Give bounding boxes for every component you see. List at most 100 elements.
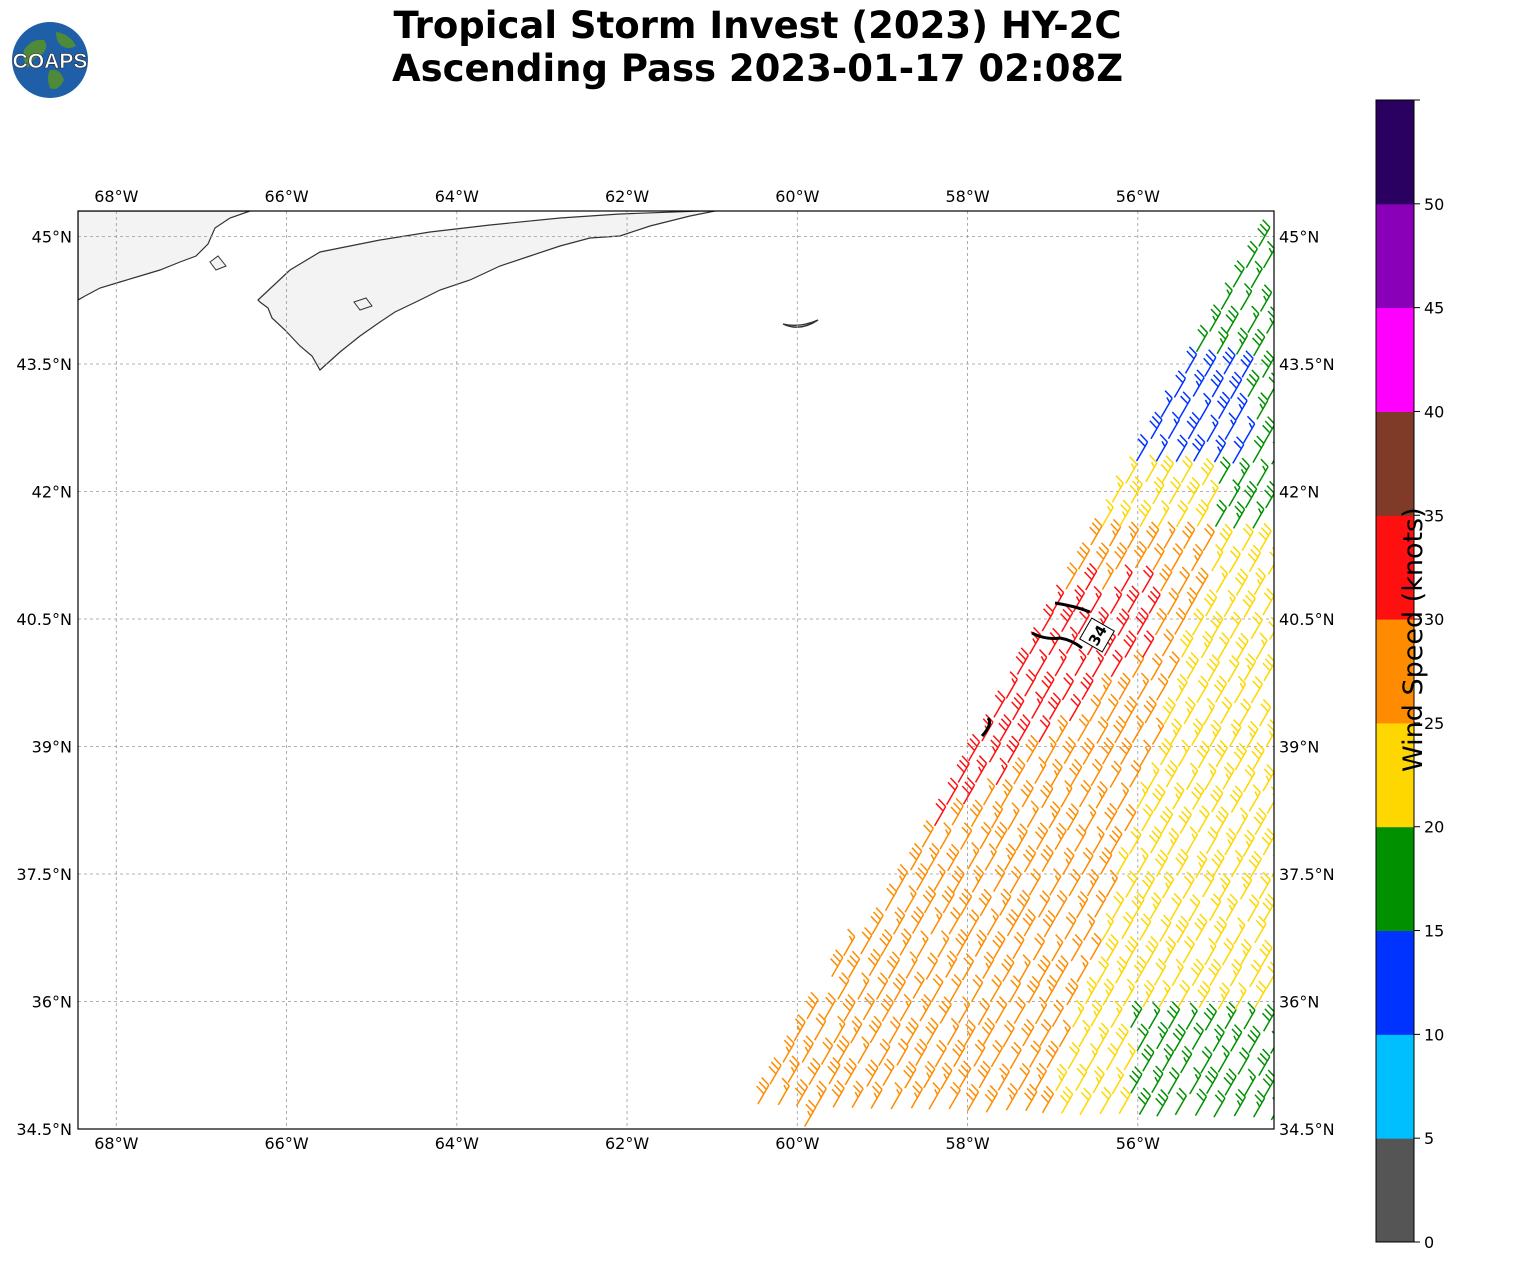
wind-barb — [1202, 869, 1215, 898]
wind-barb — [1235, 327, 1249, 355]
wind-barb — [940, 1062, 953, 1090]
colorbar-segment — [1376, 515, 1414, 620]
map-background — [78, 211, 1274, 1129]
wind-barb — [1230, 1024, 1243, 1052]
wind-barb — [1006, 735, 1020, 764]
wind-barb — [1245, 240, 1258, 269]
wind-barb — [1095, 542, 1110, 570]
wind-barb — [1213, 1090, 1226, 1118]
land-nova-scotia — [257, 211, 716, 371]
wind-barb — [1096, 716, 1109, 744]
wind-barb — [1088, 694, 1102, 722]
wind-barb — [1022, 844, 1037, 873]
wind-barb — [1064, 911, 1077, 940]
wind-barb — [970, 974, 984, 1002]
wind-barb — [957, 1060, 972, 1088]
wind-barb — [1142, 630, 1155, 658]
wind-barb — [1040, 780, 1054, 809]
lat-tick-label: 40.5°N — [1279, 610, 1335, 629]
wind-barb — [1054, 822, 1067, 851]
wind-barb — [1022, 908, 1036, 937]
wind-barb — [994, 821, 1008, 850]
wind-barb — [948, 906, 961, 935]
wind-barb — [857, 1036, 870, 1064]
wind-barb — [1234, 982, 1247, 1010]
colorbar-tick-label: 25 — [1424, 714, 1444, 733]
wind-barb — [1199, 392, 1212, 421]
wind-barb — [1080, 672, 1094, 701]
wind-barb — [1092, 826, 1105, 854]
wind-barb — [1045, 1040, 1059, 1069]
wind-barb — [912, 971, 925, 999]
wind-barb — [934, 1039, 947, 1068]
wind-barb — [989, 974, 1003, 1003]
wind-barb — [1055, 1063, 1068, 1092]
lat-tick-label: 39°N — [1279, 738, 1319, 757]
wind-barb — [952, 1039, 966, 1068]
wind-barb — [1072, 999, 1085, 1028]
wind-barb — [997, 1063, 1010, 1091]
wind-barb — [1218, 873, 1231, 901]
wind-barb — [1150, 653, 1163, 681]
wind-barb — [1233, 742, 1248, 771]
wind-barb — [1124, 935, 1139, 964]
wind-barb — [1219, 523, 1233, 552]
wind-barb — [1250, 260, 1263, 289]
wind-barb — [1074, 648, 1087, 677]
wind-barb — [1166, 827, 1180, 856]
wind-barb — [981, 1017, 996, 1046]
wind-barb — [1016, 889, 1031, 918]
wind-barb — [1250, 611, 1263, 640]
wind-barb — [1068, 693, 1082, 722]
wind-barb — [1159, 563, 1173, 592]
wind-barb — [1257, 219, 1271, 247]
wind-barb — [1256, 458, 1269, 487]
wind-barb — [969, 799, 984, 828]
chart-title: Tropical Storm Invest (2023) HY-2C Ascen… — [280, 4, 1235, 90]
contour-34kt: 34 — [980, 601, 1115, 738]
wind-barb — [1147, 761, 1160, 790]
wind-barb — [782, 1035, 795, 1063]
wind-barb — [939, 822, 952, 850]
wind-barb — [1015, 823, 1028, 851]
wind-barb — [860, 927, 873, 955]
wind-barb — [1095, 781, 1108, 809]
wind-barb — [1011, 692, 1025, 721]
wind-barb — [794, 1078, 809, 1107]
wind-barb — [836, 1035, 850, 1063]
wind-barb — [823, 992, 837, 1020]
wind-barb — [1180, 455, 1194, 484]
wind-barb — [1008, 975, 1022, 1003]
wind-barb — [1191, 1022, 1205, 1050]
wind-barb — [1261, 827, 1274, 856]
wind-barb — [965, 1083, 980, 1112]
lon-tick-label: 58°W — [945, 187, 989, 206]
wind-barb — [1234, 568, 1249, 596]
wind-barb — [1225, 893, 1238, 922]
wind-barb — [1135, 607, 1149, 635]
wind-barb — [933, 798, 947, 827]
lat-tick-label: 45°N — [32, 228, 72, 247]
wind-barb — [1200, 457, 1215, 486]
wind-barb — [1223, 1068, 1237, 1096]
wind-barb — [958, 888, 973, 916]
lon-tick-label: 64°W — [435, 187, 479, 206]
wind-barb — [830, 949, 844, 977]
wind-barb — [1137, 1087, 1152, 1116]
wind-barb — [1175, 434, 1188, 463]
wind-barb — [1034, 822, 1049, 850]
wind-barb — [1175, 673, 1188, 702]
wind-barb — [1233, 1088, 1246, 1117]
wind-barb — [998, 713, 1012, 742]
wind-barb — [1235, 392, 1248, 421]
wind-barb — [1058, 1019, 1071, 1048]
wind-barb — [1013, 996, 1026, 1025]
wind-barb — [1194, 913, 1208, 942]
wind-barb — [1005, 908, 1020, 937]
wind-barb — [1215, 806, 1229, 834]
wind-barb — [1195, 324, 1209, 353]
wind-barb — [1136, 847, 1149, 875]
contour-label-box — [1079, 617, 1115, 653]
wind-barb — [1050, 758, 1063, 787]
wind-barb — [1174, 1087, 1187, 1116]
